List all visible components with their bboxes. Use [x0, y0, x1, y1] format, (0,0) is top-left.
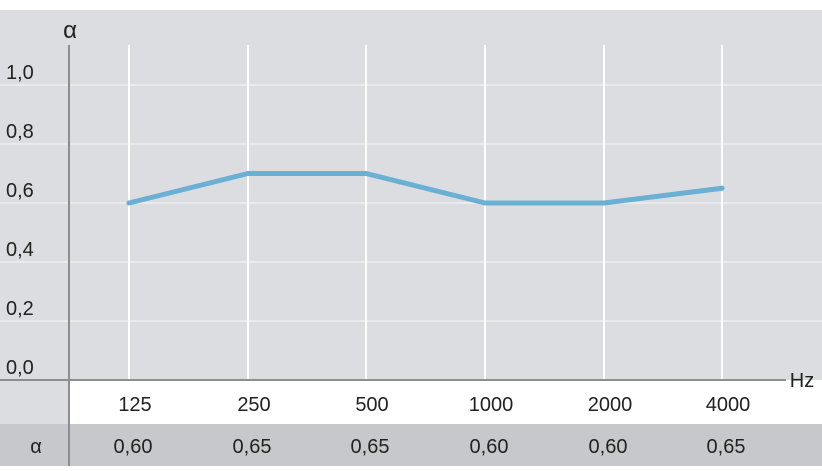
x-axis-title: Hz	[790, 370, 814, 392]
data-point	[245, 171, 251, 176]
plot-background	[0, 10, 822, 380]
table-value: 0,60	[470, 436, 509, 458]
table-row-background	[0, 424, 822, 466]
data-point	[363, 171, 369, 176]
y-tick-label: 0,4	[6, 239, 34, 261]
plot-layer	[0, 10, 822, 466]
table-value: 0,65	[351, 436, 390, 458]
data-point	[719, 185, 725, 191]
y-tick-label: 1,0	[6, 62, 34, 84]
label-strip-background	[0, 380, 69, 424]
x-tick-label: 4000	[706, 394, 751, 416]
table-value: 0,65	[233, 436, 272, 458]
y-tick-label: 0,2	[6, 298, 34, 320]
data-point	[126, 200, 132, 206]
x-tick-label: 1000	[469, 394, 514, 416]
y-tick-label: 0,0	[6, 357, 34, 379]
y-axis-title: α	[63, 17, 77, 44]
x-tick-label: 125	[118, 394, 151, 416]
data-point	[601, 200, 607, 206]
x-tick-label: 250	[237, 394, 270, 416]
x-tick-label: 2000	[588, 394, 633, 416]
x-tick-label: 500	[355, 394, 388, 416]
text-layer: α Hz α 0,0 0,2 0,4 0,6 0,8 1,0 125 250 500 1000 20…	[6, 17, 814, 458]
table-value: 0,60	[589, 436, 628, 458]
data-point	[482, 200, 488, 206]
y-tick-label: 0,6	[6, 180, 34, 202]
table-value: 0,65	[707, 436, 746, 458]
table-value: 0,60	[114, 436, 153, 458]
series-line	[126, 171, 725, 206]
y-tick-label: 0,8	[6, 121, 34, 143]
table-row-label: α	[30, 436, 42, 458]
